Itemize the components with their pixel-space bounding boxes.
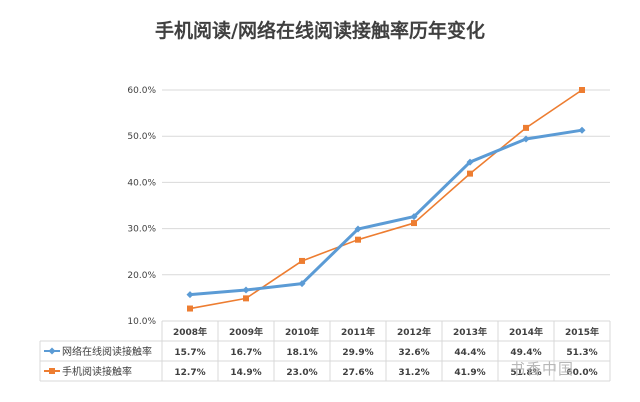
data-table: 2008年 2009年 2010年 2011年 2012年 2013年 2014年 2015年… <box>39 320 611 382</box>
y-axis-ticks: 10.0% 20.0% 30.0% 40.0% 50.0% 60.0% <box>127 86 156 327</box>
data-label: 27.6% <box>342 368 373 378</box>
data-point <box>243 295 249 302</box>
x-tick-label: 2009年 <box>229 326 263 338</box>
y-tick-label: 60.0% <box>127 86 156 96</box>
legend-marker <box>48 347 56 355</box>
y-tick-label: 40.0% <box>127 178 156 188</box>
data-point <box>298 280 306 288</box>
gridlines <box>162 89 610 322</box>
y-tick-label: 10.0% <box>127 317 156 327</box>
data-point <box>411 220 417 227</box>
data-point <box>578 126 586 134</box>
watermark: 书香中国 <box>510 360 575 378</box>
x-tick-label: 2014年 <box>509 326 543 338</box>
data-label: 31.2% <box>398 368 429 378</box>
y-tick-label: 50.0% <box>127 132 156 142</box>
data-label: 12.7% <box>174 368 205 378</box>
x-tick-label: 2010年 <box>285 326 319 338</box>
series-lines <box>186 87 586 312</box>
data-label: 41.9% <box>454 368 485 378</box>
data-point <box>355 236 361 243</box>
data-label: 15.7% <box>174 348 205 358</box>
data-point <box>299 257 305 264</box>
series-line <box>189 128 583 297</box>
chart-title: 手机阅读/网络在线阅读接触率历年变化 <box>155 20 485 42</box>
data-label: 18.1% <box>286 348 317 358</box>
data-point <box>187 305 193 312</box>
series-line <box>189 89 583 310</box>
x-tick-label: 2013年 <box>453 326 487 338</box>
data-label: 14.9% <box>230 368 261 378</box>
data-label: 51.8% <box>510 368 541 378</box>
x-tick-label: 2012年 <box>397 326 431 338</box>
data-point <box>466 158 474 166</box>
y-tick-label: 20.0% <box>127 271 156 281</box>
legend-label: 手机阅读接触率 <box>62 365 132 378</box>
data-label: 60.0% <box>566 368 597 378</box>
data-point <box>354 225 362 233</box>
data-point <box>186 291 194 299</box>
data-label: 51.3% <box>566 348 597 358</box>
data-point <box>579 87 585 93</box>
x-tick-label: 2008年 <box>173 326 207 338</box>
data-point <box>242 286 250 294</box>
legend-label: 网络在线阅读接触率 <box>62 345 152 358</box>
y-tick-label: 30.0% <box>127 225 156 235</box>
legend-marker <box>49 368 55 374</box>
data-label: 23.0% <box>286 368 317 378</box>
data-label: 29.9% <box>342 348 373 358</box>
data-label: 44.4% <box>454 348 485 358</box>
data-point <box>522 135 530 143</box>
data-point <box>467 170 473 177</box>
data-point <box>523 124 529 131</box>
data-point <box>410 213 418 221</box>
x-tick-label: 2015年 <box>565 326 599 338</box>
data-label: 16.7% <box>230 348 261 358</box>
x-tick-label: 2011年 <box>341 326 375 338</box>
data-label: 32.6% <box>398 348 429 358</box>
data-label: 49.4% <box>510 348 541 358</box>
